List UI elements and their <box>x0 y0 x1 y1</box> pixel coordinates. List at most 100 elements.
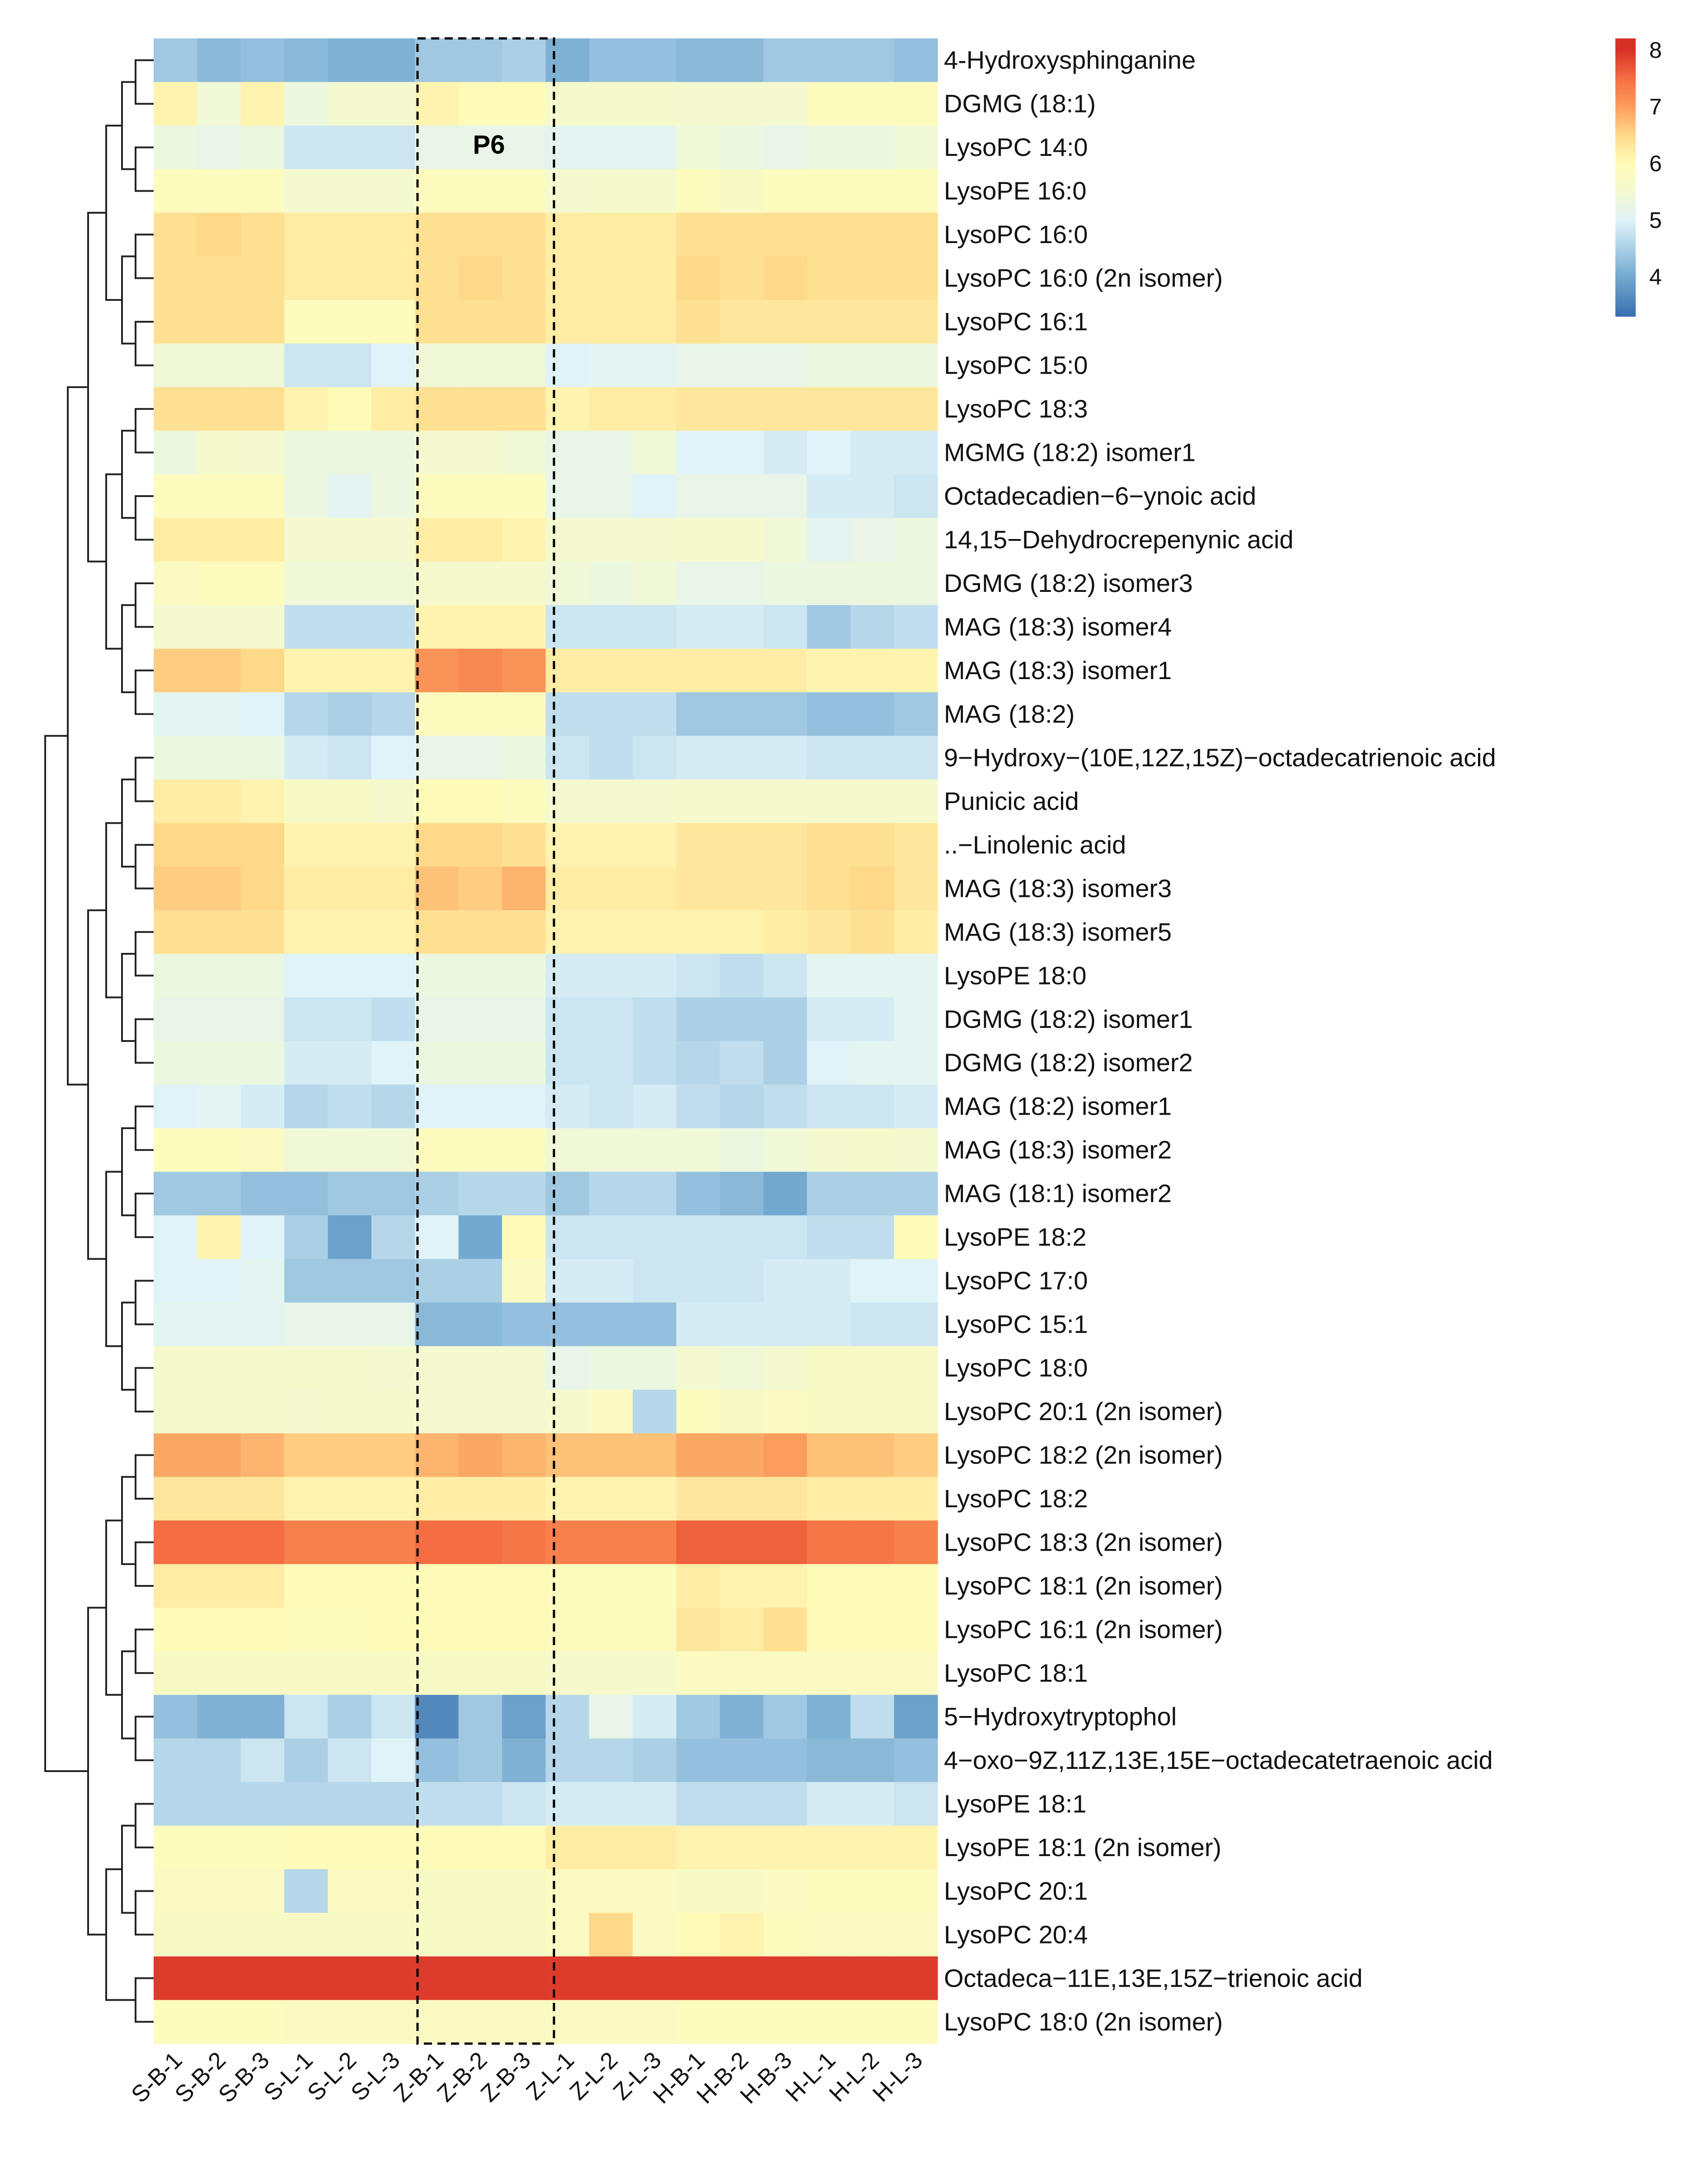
heatmap-cell <box>720 1564 764 1608</box>
colorbar-segment <box>1615 300 1636 303</box>
column-label: Z-B-1 <box>389 2047 449 2107</box>
heatmap-cell <box>240 212 285 257</box>
heatmap-cell <box>763 1651 807 1695</box>
heatmap-cell <box>807 1433 851 1477</box>
heatmap-cell <box>328 692 372 736</box>
heatmap-cell <box>284 997 328 1041</box>
heatmap-cell <box>458 1520 502 1565</box>
heatmap-cell <box>545 125 590 170</box>
heatmap-cell <box>807 431 851 475</box>
heatmap-cell <box>633 1608 677 1652</box>
heatmap-cell <box>328 779 372 824</box>
heatmap-cell <box>633 256 677 300</box>
heatmap-cell <box>328 736 372 780</box>
heatmap-cell <box>240 823 285 867</box>
heatmap-cell <box>502 1084 546 1129</box>
row-label: LysoPC 16:0 <box>944 220 1088 249</box>
heatmap-cell <box>458 997 502 1041</box>
heatmap-cell <box>458 605 502 649</box>
heatmap-cell <box>197 300 241 344</box>
heatmap-cell <box>676 1913 720 1957</box>
heatmap-cell <box>633 997 677 1041</box>
row-label: LysoPC 18:2 <box>944 1484 1088 1513</box>
heatmap-cell <box>720 1608 764 1652</box>
heatmap-cell <box>763 823 807 867</box>
heatmap-cell <box>458 1433 502 1477</box>
heatmap-cell <box>676 997 720 1041</box>
row-label: DGMG (18:2) isomer2 <box>944 1048 1193 1077</box>
heatmap-cell <box>415 1956 459 2001</box>
heatmap-cell <box>197 1172 241 1216</box>
heatmap-cell <box>589 1782 633 1826</box>
heatmap-cell <box>502 1346 546 1390</box>
column-label: S-B-1 <box>127 2047 188 2108</box>
heatmap-cell <box>633 474 677 518</box>
heatmap-cell <box>154 1389 197 1434</box>
heatmap-cell <box>589 1825 633 1870</box>
heatmap-cell <box>371 212 415 257</box>
heatmap-cell <box>415 823 459 867</box>
row-label: Punicic acid <box>944 787 1079 815</box>
heatmap-cell <box>545 997 590 1041</box>
heatmap-cell <box>197 212 241 257</box>
colorbar-segment <box>1615 237 1636 240</box>
dendrogram-branch <box>135 321 154 366</box>
colorbar-segment <box>1615 50 1636 53</box>
heatmap-cell <box>154 1520 197 1565</box>
heatmap-cell <box>371 1825 415 1870</box>
heatmap-cell <box>807 1346 851 1390</box>
dendrogram-branch <box>135 1541 154 1587</box>
column-label: S-B-2 <box>170 2047 231 2108</box>
colorbar-segment <box>1615 156 1636 159</box>
heatmap-cell <box>415 1084 459 1129</box>
heatmap-cell <box>328 300 372 344</box>
heatmap-cell <box>328 867 372 911</box>
column-label: Z-L-1 <box>521 2047 579 2105</box>
colorbar-segment <box>1615 193 1636 197</box>
heatmap-cell <box>589 1738 633 1782</box>
heatmap-cell <box>807 256 851 300</box>
row-label: LysoPC 17:0 <box>944 1266 1088 1295</box>
heatmap-cell <box>894 1738 938 1782</box>
heatmap-cell <box>371 518 415 562</box>
heatmap-cell <box>154 1608 197 1652</box>
heatmap-cell <box>589 125 633 170</box>
heatmap-cell <box>197 2000 241 2044</box>
heatmap-cell <box>240 1956 285 2001</box>
heatmap-cell <box>676 1869 720 1913</box>
row-label: MAG (18:3) isomer1 <box>944 656 1172 685</box>
heatmap-cell <box>328 1172 372 1216</box>
heatmap-cell <box>633 387 677 431</box>
heatmap-cell <box>371 910 415 954</box>
colorbar-segment <box>1615 105 1636 108</box>
heatmap-cell <box>894 1913 938 1957</box>
row-label: LysoPC 16:1 (2n isomer) <box>944 1615 1223 1643</box>
heatmap-cell <box>545 1956 590 2001</box>
heatmap-cell <box>850 1956 895 2001</box>
heatmap-cell <box>240 387 285 431</box>
heatmap-cell <box>720 125 764 170</box>
heatmap-cell <box>807 561 851 605</box>
heatmap-cell <box>720 1869 764 1913</box>
heatmap-cell <box>458 1695 502 1739</box>
heatmap-cell <box>807 692 851 736</box>
heatmap-cell <box>676 212 720 257</box>
heatmap-cell <box>763 736 807 780</box>
colorbar-segment <box>1615 161 1636 164</box>
heatmap-cell <box>328 1913 372 1957</box>
column-label: Z-B-2 <box>432 2047 492 2107</box>
heatmap-cell <box>894 1825 938 1870</box>
heatmap-cell <box>284 1302 328 1346</box>
heatmap-cell <box>894 1172 938 1216</box>
heatmap-cell <box>415 1433 459 1477</box>
colorbar-segment <box>1615 184 1636 187</box>
heatmap-cell <box>328 1477 372 1521</box>
heatmap-cell <box>633 1389 677 1434</box>
colorbar-segment <box>1615 84 1636 88</box>
heatmap-cell <box>240 125 285 170</box>
heatmap-cell <box>589 38 633 83</box>
heatmap-cell <box>415 1695 459 1739</box>
heatmap-cell <box>154 431 197 475</box>
heatmap-cell <box>545 1346 590 1390</box>
heatmap-cell <box>807 125 851 170</box>
